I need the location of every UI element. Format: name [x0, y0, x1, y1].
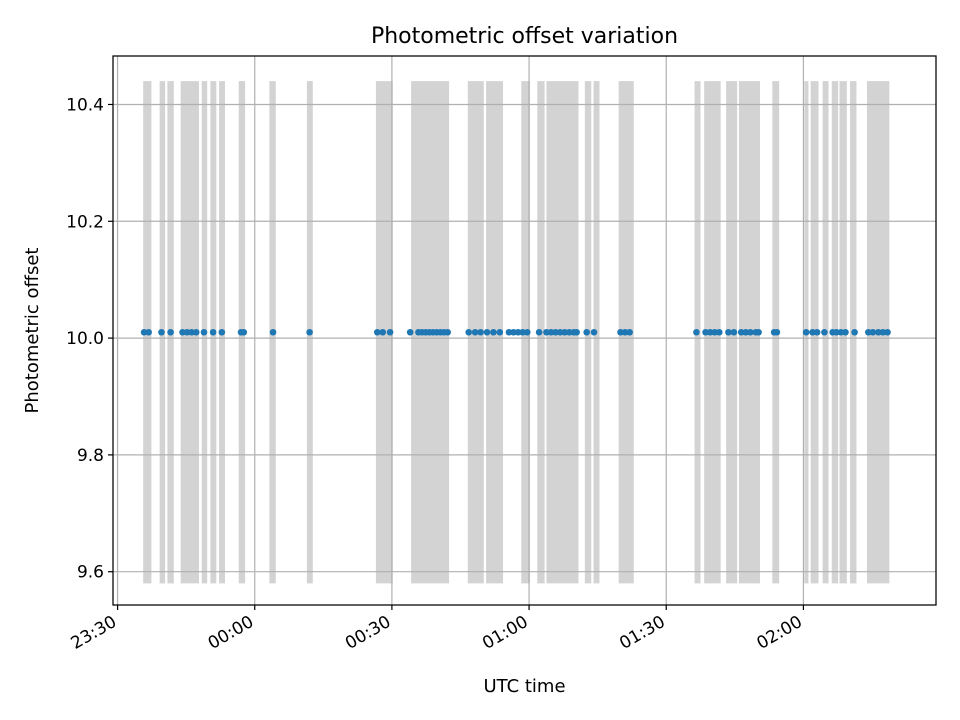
data-point: [842, 328, 849, 336]
data-point: [869, 328, 877, 336]
data-point: [715, 328, 723, 336]
data-point: [802, 328, 810, 336]
data-point: [702, 328, 709, 336]
data-point: [617, 328, 624, 336]
data-point: [851, 328, 858, 336]
data-point: [496, 328, 504, 336]
data-point: [821, 328, 828, 336]
data-point: [140, 328, 148, 336]
data-point: [269, 328, 277, 336]
data-point: [145, 328, 152, 336]
data-point: [167, 328, 174, 336]
data-point: [833, 328, 840, 336]
data-point: [711, 328, 719, 336]
data-point: [465, 328, 473, 336]
data-point: [561, 328, 569, 336]
data-point: [809, 328, 816, 336]
data-point: [306, 328, 313, 336]
data-point: [535, 328, 543, 336]
data-point: [773, 328, 781, 336]
data-point: [566, 328, 573, 336]
data-point: [240, 328, 248, 336]
y-tick-label: 10.4: [66, 95, 104, 115]
data-point: [865, 328, 872, 336]
data-point: [514, 328, 522, 336]
data-point: [583, 328, 590, 336]
data-point: [218, 328, 226, 336]
data-point: [737, 328, 745, 336]
y-tick-label: 10.0: [66, 329, 104, 349]
data-point: [556, 328, 564, 336]
data-point: [444, 328, 451, 336]
data-point: [725, 328, 732, 336]
y-tick-label: 9.6: [77, 563, 104, 583]
data-point: [477, 328, 484, 336]
data-point: [813, 328, 821, 336]
data-point: [706, 328, 714, 336]
chart-title: Photometric offset variation: [371, 24, 678, 49]
data-point: [490, 328, 497, 336]
data-point: [837, 328, 845, 336]
data-point: [209, 328, 217, 336]
y-axis-label: Photometric offset: [22, 248, 43, 414]
data-point: [188, 328, 195, 336]
grid-layer: [113, 56, 936, 605]
data-point: [693, 328, 700, 336]
data-point: [573, 328, 580, 336]
data-point: [200, 328, 208, 336]
plot-frame: [112, 55, 937, 606]
data-point: [747, 328, 754, 336]
data-point: [379, 328, 387, 336]
y-tick-label: 9.8: [77, 446, 104, 466]
y-tick-label: 10.2: [66, 212, 104, 232]
data-point: [875, 328, 882, 336]
data-point: [730, 328, 738, 336]
data-point: [406, 328, 414, 336]
data-point: [179, 328, 186, 336]
data-point: [510, 328, 517, 336]
data-point: [621, 328, 629, 336]
data-point: [547, 328, 555, 336]
data-point: [879, 328, 887, 336]
data-point: [742, 328, 750, 336]
data-point: [552, 328, 559, 336]
x-axis-label: UTC time: [483, 676, 565, 697]
data-point: [183, 328, 191, 336]
data-point: [626, 328, 633, 336]
data-point: [483, 328, 491, 336]
data-point: [192, 328, 200, 336]
data-point: [471, 328, 479, 336]
data-point: [373, 328, 381, 336]
data-point: [505, 328, 513, 336]
data-point: [158, 328, 165, 336]
data-point: [755, 328, 762, 336]
data-point: [543, 328, 550, 336]
data-point: [523, 328, 531, 336]
points-layer: [140, 328, 891, 336]
data-point: [386, 328, 394, 336]
data-point: [519, 328, 526, 336]
data-point: [884, 328, 891, 336]
data-point: [590, 328, 598, 336]
